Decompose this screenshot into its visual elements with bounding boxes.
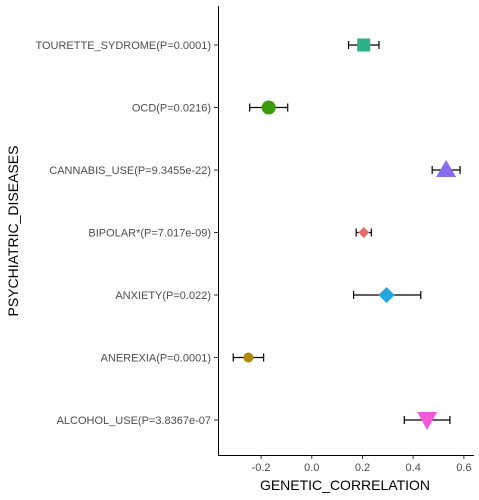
y-axis-title: PSYCHIATRIC_DISEASES [5, 146, 21, 317]
x-tick-label: -0.2 [252, 462, 271, 474]
data-point [243, 352, 254, 363]
y-tick-label: BIPOLAR*(P=7.017e-09) [88, 228, 211, 240]
y-tick-label: ANEREXIA(P=0.0001) [101, 353, 211, 365]
data-point [358, 227, 370, 238]
data-point [436, 160, 457, 177]
y-tick-label: CANNABIS_USE(P=9.3455e-22) [49, 165, 211, 177]
data-point [357, 38, 371, 52]
x-tick-label: 0.4 [406, 462, 421, 474]
plot-area [232, 38, 461, 430]
data-point [378, 287, 395, 303]
data-point [417, 412, 438, 430]
x-axis-ticks: -0.2 0.0 0.2 0.4 0.6 [252, 455, 472, 474]
x-axis-title: GENETIC_CORRELATION [260, 477, 430, 493]
x-tick-label: 0.2 [355, 462, 370, 474]
y-tick-label: ALCOHOL_USE(P=3.8367e-07 [57, 415, 211, 427]
y-tick-label: OCD(P=0.0216) [132, 103, 211, 115]
y-tick-label: TOURETTE_SYDROME(P=0.0001) [35, 40, 211, 52]
x-tick-label: 0.0 [304, 462, 319, 474]
y-axis-ticks: TOURETTE_SYDROME(P=0.0001) OCD(P=0.0216) C… [35, 40, 218, 427]
y-tick-label: ANXIETY(P=0.022) [115, 290, 211, 302]
data-point [261, 100, 276, 115]
x-tick-label: 0.6 [456, 462, 471, 474]
